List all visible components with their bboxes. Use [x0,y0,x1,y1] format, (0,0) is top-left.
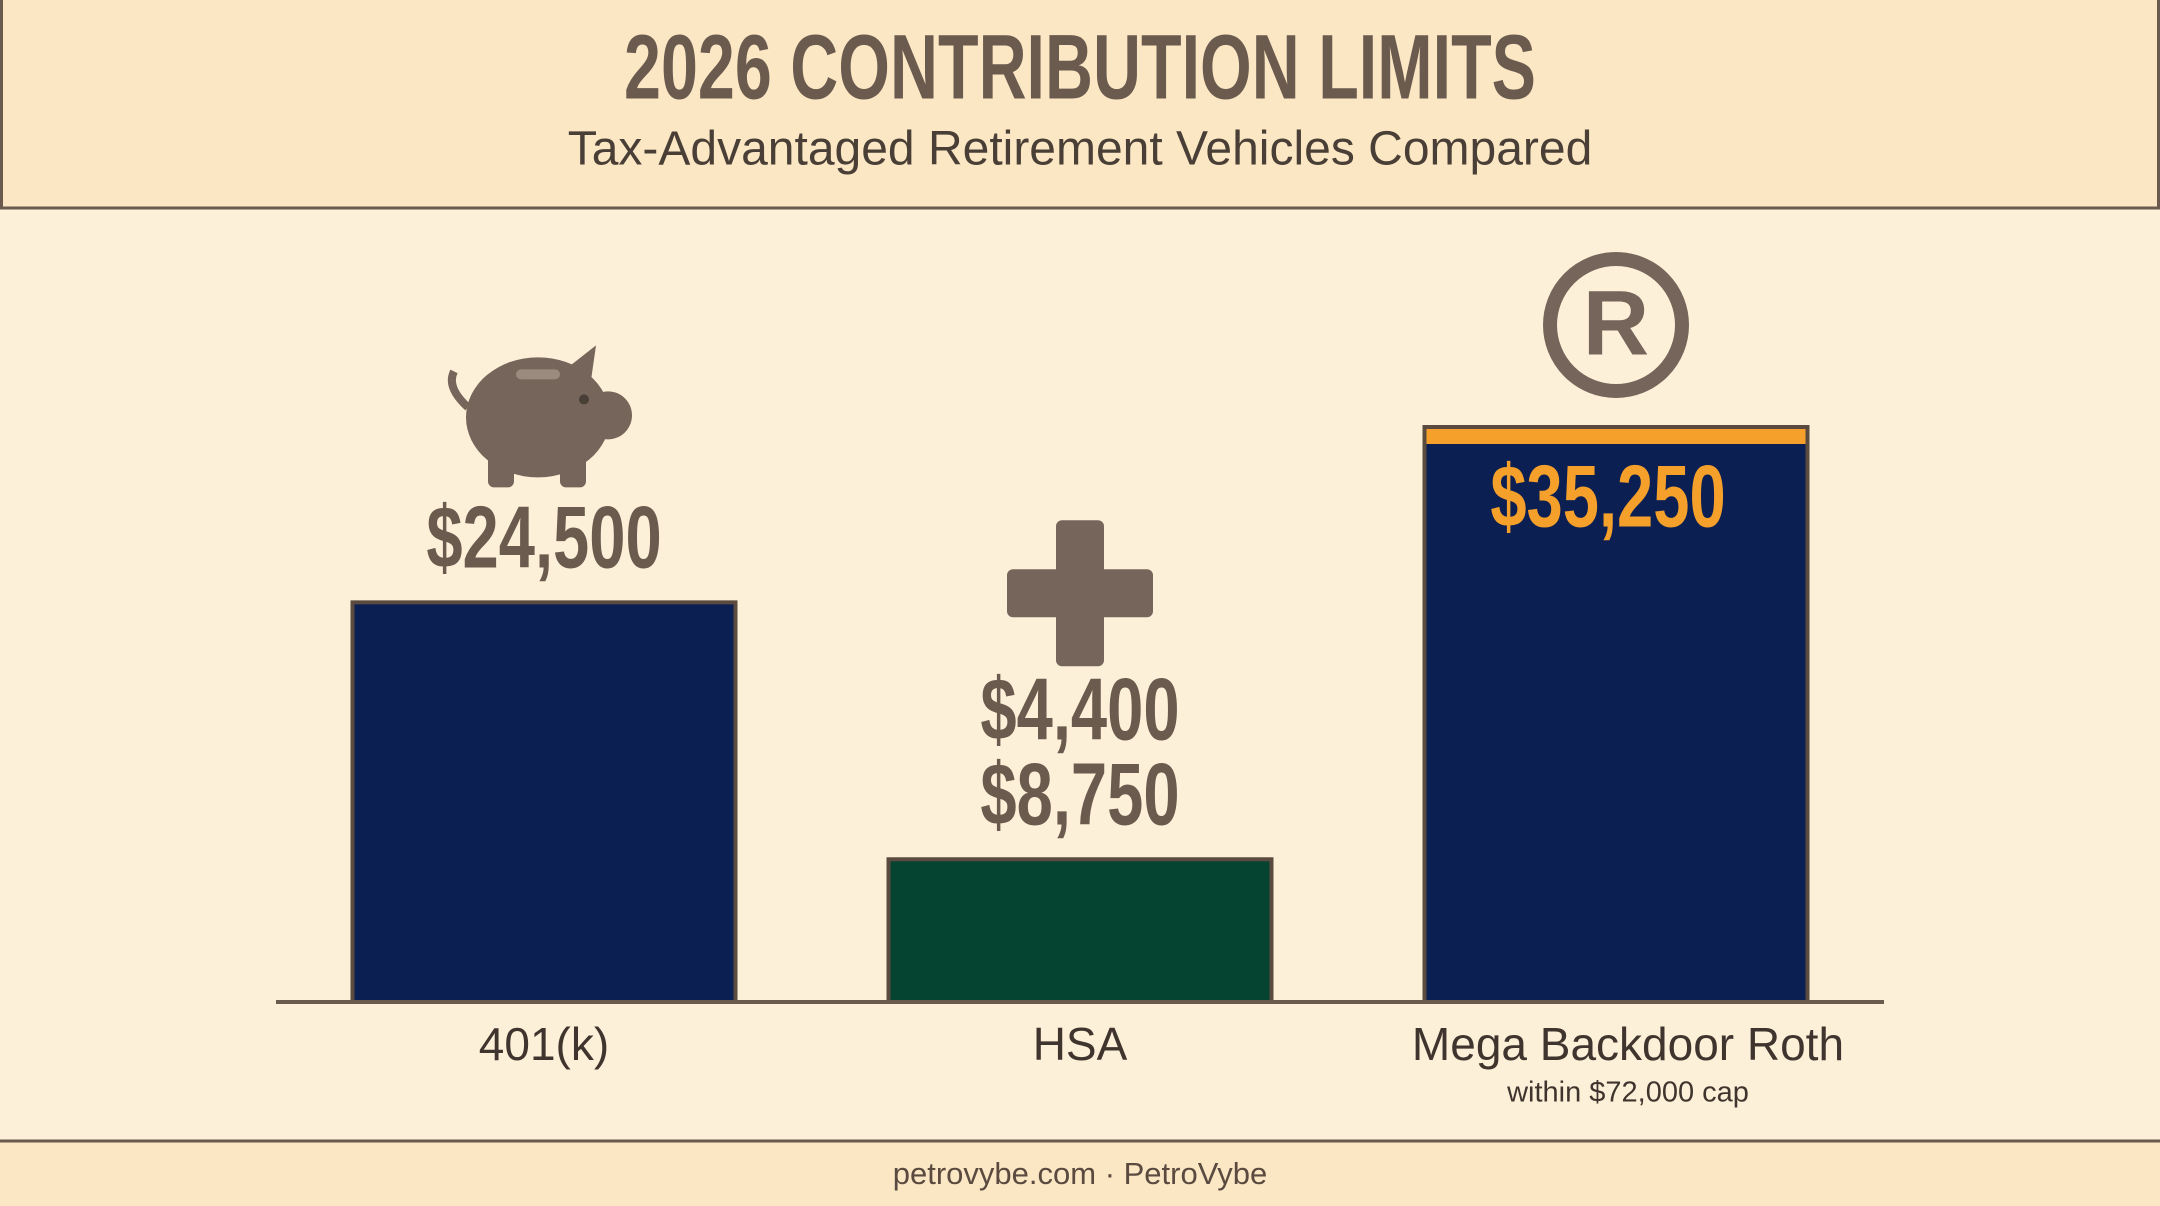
plus-icon [1007,520,1153,667]
secondary-value-label-group: $4,400 [980,661,1179,759]
bar [350,600,738,1004]
piggy-slot [516,369,560,380]
chart-subtitle: Tax-Advantaged Retirement Vehicles Compa… [568,123,1593,176]
value-label-group: $8,750 [980,746,1179,844]
x-tick-label: Mega Backdoor Roth [1412,1018,1844,1070]
x-tick-label: 401(k) [479,1018,609,1070]
piggy-snout [584,391,632,440]
piggy-leg [488,453,514,488]
secondary-value-label: $4,400 [980,661,1179,759]
bar [886,857,1274,1005]
piggy-ear [568,345,596,388]
piggy-leg [560,453,586,488]
value-label-group: $24,500 [426,489,661,587]
category-note: within $72,000 cap [1506,1077,1749,1109]
bar-highlight [1426,429,1806,444]
value-label: $24,500 [426,489,661,587]
value-label: $8,750 [980,746,1179,844]
piggy-body [466,357,610,478]
registered-letter: R [1583,272,1649,374]
footer-text: petrovybe.com · PetroVybe [893,1156,1267,1191]
x-tick-label: HSA [1033,1018,1128,1070]
piggy-icon [447,345,632,488]
piggy-tail [447,369,471,411]
piggy-eye [579,394,589,405]
chart-title: 2026 CONTRIBUTION LIMITS [624,16,1536,118]
header-band [0,0,2160,210]
value-label-group: $35,250 [1490,448,1725,546]
value-label: $35,250 [1490,448,1725,546]
plus-h [1007,569,1153,618]
footer-band [0,1140,2160,1206]
registered-ring [1543,252,1689,398]
